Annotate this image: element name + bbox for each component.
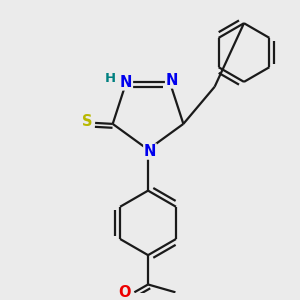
- Text: N: N: [144, 144, 156, 159]
- Text: O: O: [118, 285, 131, 300]
- Text: N: N: [120, 75, 132, 90]
- Text: S: S: [82, 114, 92, 129]
- Text: H: H: [105, 72, 116, 85]
- Text: N: N: [166, 73, 178, 88]
